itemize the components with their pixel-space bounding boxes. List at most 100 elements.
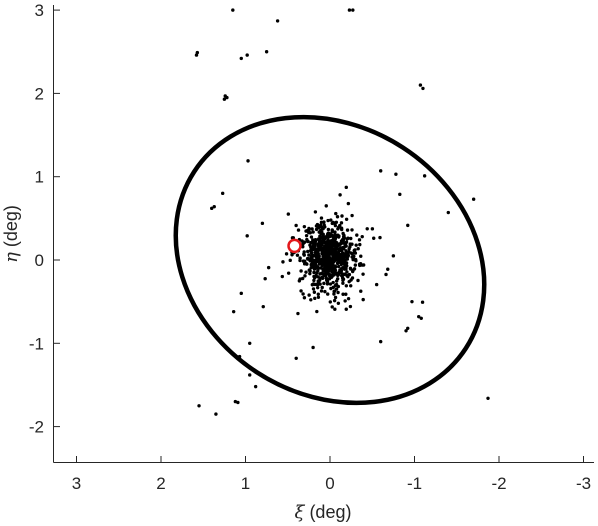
data-point — [384, 272, 388, 277]
y-ticks: -2 -1 0 1 2 3 — [29, 1, 60, 437]
data-point — [286, 212, 291, 216]
data-point — [349, 278, 353, 282]
data-point — [330, 305, 334, 309]
data-point — [223, 94, 227, 98]
data-point — [319, 216, 324, 220]
data-point — [344, 185, 348, 190]
data-point — [338, 270, 343, 275]
data-point — [326, 227, 331, 232]
data-point — [336, 290, 340, 295]
data-point — [312, 290, 317, 294]
x-tick-label: 1 — [241, 474, 250, 493]
data-point — [342, 256, 346, 261]
data-point — [360, 234, 364, 239]
data-point — [378, 235, 382, 240]
data-point — [334, 240, 338, 244]
marker-layer — [287, 238, 302, 254]
data-point — [212, 204, 216, 209]
data-point — [341, 231, 345, 236]
data-point — [314, 227, 319, 232]
data-point — [308, 271, 312, 276]
data-point — [323, 289, 327, 294]
data-point — [319, 289, 324, 293]
data-point — [338, 259, 342, 264]
data-point — [330, 270, 334, 274]
data-point — [197, 404, 201, 408]
data-point — [324, 204, 328, 208]
data-point — [310, 283, 315, 287]
data-point — [239, 56, 243, 61]
data-point — [325, 267, 329, 271]
data-point — [307, 293, 311, 297]
data-point — [336, 227, 340, 231]
data-point — [302, 240, 306, 244]
data-point — [379, 169, 383, 173]
data-point — [231, 309, 236, 314]
data-point — [349, 251, 353, 255]
data-point — [325, 282, 330, 286]
data-point — [334, 271, 338, 276]
data-point — [315, 271, 319, 275]
data-point — [253, 384, 258, 389]
data-point — [333, 295, 338, 300]
confidence-ellipse-layer — [173, 114, 487, 406]
data-point — [302, 262, 307, 266]
data-point — [315, 309, 319, 314]
data-point — [352, 251, 357, 255]
data-point — [324, 273, 328, 278]
data-point — [345, 257, 350, 261]
data-point — [321, 237, 325, 241]
data-point — [422, 174, 427, 178]
x-tick-label: 0 — [325, 474, 334, 493]
data-point — [346, 296, 351, 301]
data-point — [333, 307, 337, 311]
data-point — [356, 278, 360, 283]
data-point — [354, 259, 358, 263]
data-point — [331, 280, 335, 285]
data-point — [326, 253, 330, 258]
data-point — [344, 249, 348, 253]
data-point — [266, 265, 271, 270]
data-point — [304, 233, 309, 238]
data-point — [345, 228, 350, 232]
data-point — [307, 226, 311, 231]
data-point — [417, 314, 421, 319]
data-point — [298, 277, 302, 281]
data-point — [301, 292, 305, 296]
x-tick-label: -3 — [576, 474, 591, 493]
data-point — [372, 236, 376, 240]
data-point — [310, 254, 314, 258]
data-point — [326, 218, 330, 223]
data-point — [314, 257, 319, 262]
data-point — [339, 226, 344, 230]
data-point — [313, 263, 318, 268]
data-point — [325, 270, 330, 274]
x-tick-label: 3 — [72, 474, 81, 493]
data-point — [321, 254, 326, 259]
data-point — [345, 273, 349, 278]
data-point — [420, 300, 425, 304]
data-point — [321, 232, 325, 237]
data-point — [406, 223, 410, 228]
data-point — [295, 253, 300, 257]
data-point — [332, 298, 337, 303]
data-point — [332, 248, 336, 252]
x-tick-label: -2 — [491, 474, 506, 493]
data-point — [317, 255, 321, 259]
data-point — [302, 252, 306, 256]
data-point — [351, 256, 355, 260]
data-point — [336, 264, 341, 269]
data-point — [313, 254, 318, 258]
data-point — [316, 295, 321, 299]
data-point — [284, 252, 289, 256]
data-point — [309, 298, 313, 302]
x-tick-label: -1 — [407, 474, 422, 493]
data-point — [345, 237, 349, 241]
data-point — [419, 316, 423, 321]
data-point — [374, 282, 379, 287]
data-point — [332, 292, 336, 296]
x-axis-unit: (deg) — [309, 502, 351, 522]
data-point — [404, 329, 408, 333]
data-point — [348, 266, 353, 270]
data-point — [341, 253, 345, 258]
